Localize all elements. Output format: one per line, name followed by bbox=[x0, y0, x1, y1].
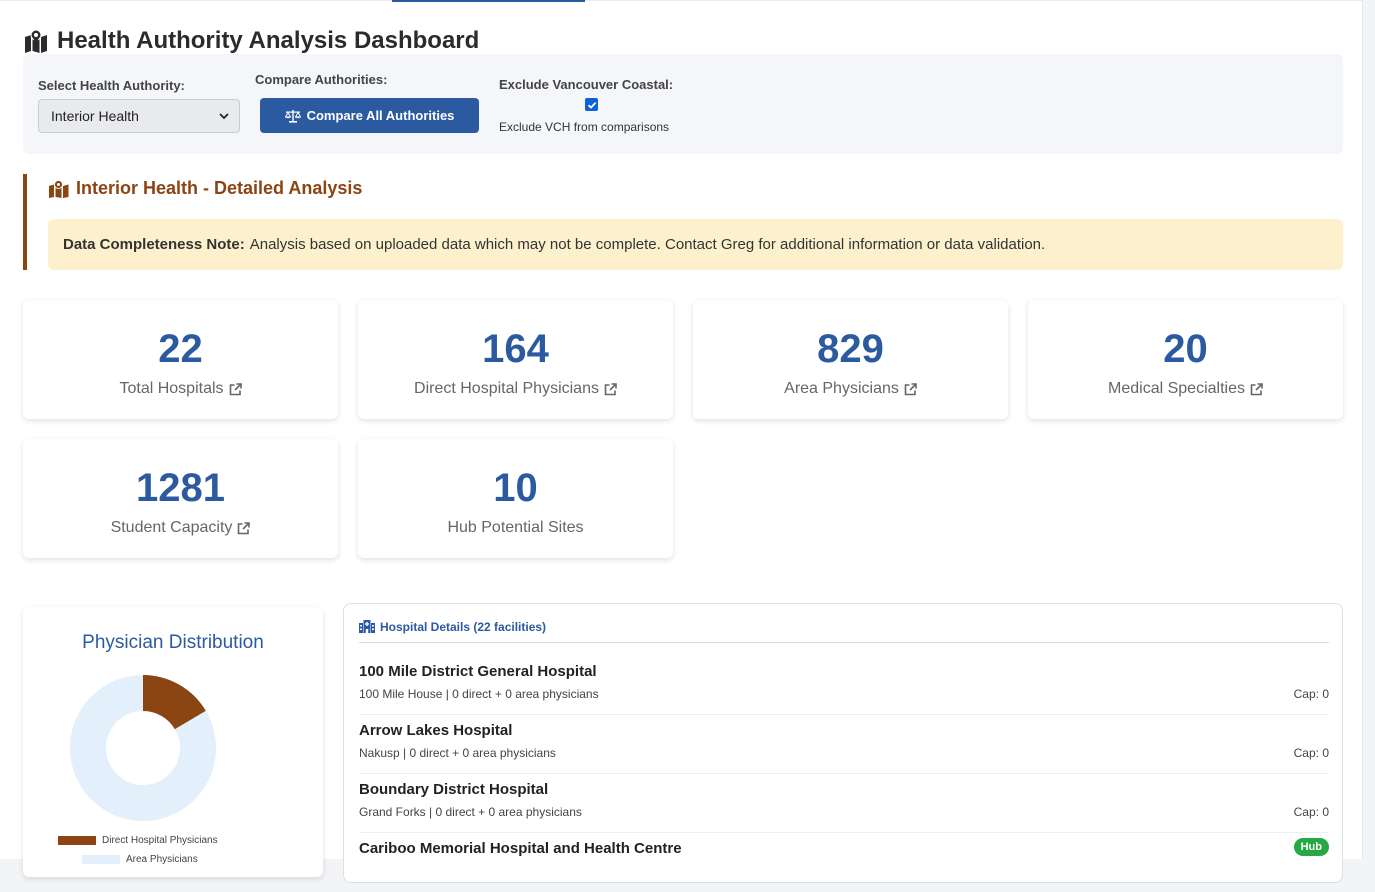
hospital-icon bbox=[359, 620, 375, 633]
donut-chart bbox=[70, 675, 216, 821]
checkmark-icon bbox=[587, 101, 596, 109]
active-tab-indicator bbox=[392, 0, 585, 2]
stat-value: 20 bbox=[1163, 327, 1208, 371]
hospital-capacity: Cap: 0 bbox=[1293, 746, 1329, 760]
hospital-row[interactable]: Boundary District Hospital Grand Forks |… bbox=[359, 774, 1329, 833]
authority-select-value: Interior Health bbox=[51, 108, 139, 124]
note-text: Analysis based on uploaded data which ma… bbox=[249, 236, 1046, 253]
compare-authorities-label: Compare Authorities: bbox=[255, 72, 388, 87]
stat-label-text: Student Capacity bbox=[110, 519, 233, 536]
hospital-name: 100 Mile District General Hospital bbox=[359, 663, 597, 680]
external-link-icon bbox=[1250, 382, 1263, 395]
page-title-text: Health Authority Analysis Dashboard bbox=[57, 27, 480, 54]
hospital-details-panel: Hospital Details (22 facilities) 100 Mil… bbox=[343, 603, 1343, 883]
compare-all-button-label: Compare All Authorities bbox=[306, 108, 455, 123]
stat-value: 164 bbox=[482, 327, 549, 371]
hospital-meta: Nakusp | 0 direct + 0 area physicians bbox=[359, 746, 556, 760]
top-border bbox=[0, 0, 1363, 1]
stat-card-area-physicians[interactable]: 829 Area Physicians bbox=[693, 300, 1008, 419]
compare-all-button[interactable]: Compare All Authorities bbox=[260, 98, 479, 133]
stat-label: Direct Hospital Physicians bbox=[358, 380, 673, 398]
analysis-title: Interior Health - Detailed Analysis bbox=[76, 178, 363, 198]
legend-swatch bbox=[58, 836, 96, 845]
stat-value: 10 bbox=[493, 466, 538, 510]
stat-value: 829 bbox=[817, 327, 884, 371]
stat-card-direct-physicians[interactable]: 164 Direct Hospital Physicians bbox=[358, 300, 673, 419]
external-link-icon bbox=[229, 382, 242, 395]
chart-title: Physician Distribution bbox=[82, 632, 264, 653]
exclude-vch-label: Exclude Vancouver Coastal: bbox=[499, 77, 674, 92]
stat-label-text: Area Physicians bbox=[784, 380, 899, 397]
stat-label-text: Hub Potential Sites bbox=[447, 519, 584, 536]
legend-item-direct[interactable]: Direct Hospital Physicians bbox=[58, 831, 218, 850]
hospital-name: Arrow Lakes Hospital bbox=[359, 722, 513, 739]
legend-label: Direct Hospital Physicians bbox=[102, 835, 218, 846]
stat-label: Student Capacity bbox=[23, 519, 338, 537]
donut-slice-direct-hospital-physicians[interactable] bbox=[143, 675, 206, 730]
chevron-down-icon bbox=[219, 113, 229, 120]
hospital-details-header: Hospital Details (22 facilities) bbox=[359, 620, 1329, 643]
controls-panel: Select Health Authority: Interior Health… bbox=[23, 54, 1343, 154]
hospital-details-title: Hospital Details (22 facilities) bbox=[380, 620, 547, 634]
hospital-capacity: Cap: 0 bbox=[1293, 687, 1329, 701]
stat-value: 22 bbox=[158, 327, 203, 371]
note-label: Data Completeness Note: bbox=[63, 236, 245, 253]
external-link-icon bbox=[604, 382, 617, 395]
stat-label: Total Hospitals bbox=[23, 380, 338, 398]
stat-value: 1281 bbox=[136, 466, 225, 510]
legend-item-area[interactable]: Area Physicians bbox=[58, 850, 218, 869]
hospital-meta: Grand Forks | 0 direct + 0 area physicia… bbox=[359, 805, 582, 819]
map-marked-icon bbox=[25, 29, 47, 53]
hospital-meta: 100 Mile House | 0 direct + 0 area physi… bbox=[359, 687, 599, 701]
hospital-row[interactable]: Cariboo Memorial Hospital and Health Cen… bbox=[359, 833, 1329, 892]
stat-label-text: Direct Hospital Physicians bbox=[414, 380, 599, 397]
hospital-row[interactable]: 100 Mile District General Hospital 100 M… bbox=[359, 656, 1329, 715]
stat-label-text: Medical Specialties bbox=[1108, 380, 1245, 397]
external-link-icon bbox=[904, 382, 917, 395]
legend-swatch bbox=[82, 855, 120, 864]
stat-label: Medical Specialties bbox=[1028, 380, 1343, 398]
donut-slice-area-physicians[interactable] bbox=[70, 675, 216, 821]
hospital-row[interactable]: Arrow Lakes Hospital Nakusp | 0 direct +… bbox=[359, 715, 1329, 774]
select-authority-label: Select Health Authority: bbox=[38, 78, 185, 93]
stat-card-total-hospitals[interactable]: 22 Total Hospitals bbox=[23, 300, 338, 419]
authority-select[interactable]: Interior Health bbox=[38, 99, 240, 133]
legend-label: Area Physicians bbox=[126, 854, 198, 865]
physician-distribution-chart: Physician Distribution Direct Hospital P… bbox=[23, 607, 323, 877]
stat-card-student-capacity[interactable]: 1281 Student Capacity bbox=[23, 439, 338, 558]
balance-scale-icon bbox=[284, 109, 301, 123]
external-link-icon bbox=[238, 521, 251, 534]
hospital-name: Cariboo Memorial Hospital and Health Cen… bbox=[359, 840, 682, 857]
chart-legend: Direct Hospital Physicians Area Physicia… bbox=[58, 831, 218, 869]
analysis-header: Interior Health - Detailed Analysis bbox=[48, 178, 362, 199]
stat-label-text: Total Hospitals bbox=[119, 380, 224, 397]
hub-badge: Hub bbox=[1293, 838, 1329, 856]
stat-label: Hub Potential Sites bbox=[358, 519, 673, 537]
page-title: Health Authority Analysis Dashboard bbox=[23, 26, 479, 56]
data-completeness-note: Data Completeness Note: Analysis based o… bbox=[48, 219, 1343, 270]
analysis-section: Interior Health - Detailed Analysis Data… bbox=[23, 174, 1343, 270]
map-marked-icon bbox=[49, 179, 69, 198]
stat-card-hub-sites: 10 Hub Potential Sites bbox=[358, 439, 673, 558]
hospital-capacity: Cap: 0 bbox=[1293, 805, 1329, 819]
exclude-vch-checkbox[interactable] bbox=[585, 98, 598, 111]
stat-label: Area Physicians bbox=[693, 380, 1008, 398]
hospital-name: Boundary District Hospital bbox=[359, 781, 549, 798]
exclude-vch-help: Exclude VCH from comparisons bbox=[499, 120, 670, 134]
stat-card-medical-specialties[interactable]: 20 Medical Specialties bbox=[1028, 300, 1343, 419]
